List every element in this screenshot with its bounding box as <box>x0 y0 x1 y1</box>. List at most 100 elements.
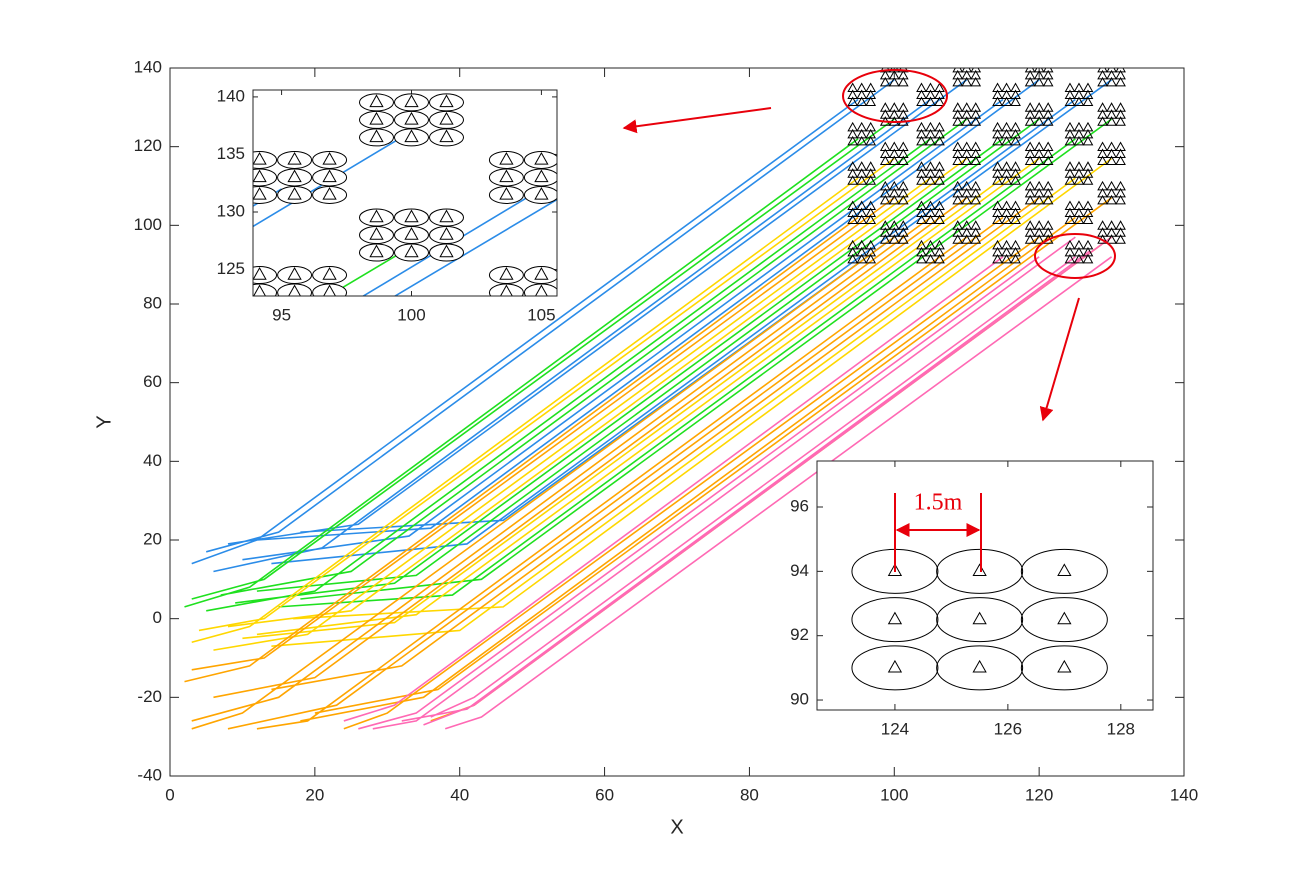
y-tick-label: 20 <box>143 529 162 548</box>
triangle-marker <box>369 226 384 240</box>
triangle-marker <box>1082 253 1094 264</box>
goal-formation <box>1064 161 1094 185</box>
triangle-marker <box>897 76 909 87</box>
triangle-marker <box>369 209 384 223</box>
triangle-marker <box>404 209 419 223</box>
y-tick-label: 140 <box>217 86 245 105</box>
spacing-annotation: 1.5m <box>894 490 982 572</box>
safety-ellipse <box>277 168 313 187</box>
triangle-marker <box>1033 234 1045 244</box>
trajectory <box>343 236 1113 730</box>
triangle-marker <box>847 214 859 225</box>
triangle-marker <box>253 284 267 296</box>
safety-ellipse <box>312 168 348 187</box>
goal-formation <box>1024 180 1054 205</box>
safety-ellipse <box>358 226 394 245</box>
safety-ellipse <box>358 110 394 129</box>
goal-formation <box>879 220 909 244</box>
triangle-marker <box>888 76 900 87</box>
triangle-marker <box>1010 135 1021 146</box>
safety-ellipse <box>393 128 429 147</box>
y-tick-label: 130 <box>217 201 245 220</box>
triangle-marker <box>1010 214 1021 225</box>
trajectory <box>191 157 1113 651</box>
triangle-marker <box>287 151 302 165</box>
triangle-marker <box>287 267 302 280</box>
robot-marker <box>851 597 939 643</box>
triangle-marker <box>1010 175 1021 185</box>
triangle-marker <box>1033 155 1045 166</box>
triangle-marker <box>952 116 964 126</box>
goal-formation <box>879 141 909 166</box>
safety-ellipse <box>428 226 464 245</box>
triangle-marker <box>1064 214 1076 225</box>
triangle-marker <box>856 96 868 107</box>
safety-ellipse <box>312 185 348 204</box>
goal-formation <box>1024 102 1054 126</box>
triangle-marker <box>369 94 384 108</box>
triangle-marker <box>439 209 454 223</box>
triangle-marker <box>404 226 419 240</box>
y-axis-label: Y <box>93 415 115 428</box>
triangle-marker <box>972 659 987 673</box>
goal-formation <box>1097 141 1126 166</box>
plot-area <box>817 461 1153 710</box>
goal-formation <box>847 161 877 185</box>
annotation-text: 1.5m <box>914 490 963 516</box>
triangle-marker <box>865 96 877 107</box>
robot-marker <box>1020 645 1108 691</box>
x-tick-label: 105 <box>527 305 555 324</box>
y-tick-label: -20 <box>137 687 162 706</box>
triangle-marker <box>1033 76 1045 87</box>
triangle-marker <box>887 563 903 577</box>
triangle-marker <box>1024 194 1036 205</box>
triangle-marker <box>934 135 945 146</box>
triangle-marker <box>916 96 927 107</box>
safety-ellipse <box>523 150 557 169</box>
y-tick-label: 60 <box>143 372 162 391</box>
triangle-marker <box>970 194 982 205</box>
triangle-marker <box>961 76 973 87</box>
safety-ellipse <box>851 645 939 691</box>
triangle-marker <box>856 135 868 146</box>
y-tick-label: 92 <box>790 625 809 644</box>
goal-formation <box>992 161 1021 185</box>
triangle-marker <box>253 151 267 165</box>
triangle-marker <box>534 267 549 280</box>
y-tick-label: 120 <box>134 136 162 155</box>
triangle-marker <box>925 175 936 185</box>
x-tick-label: 124 <box>881 719 909 738</box>
triangle-marker <box>1001 214 1012 225</box>
axes-box <box>252 89 558 297</box>
triangle-marker <box>1001 96 1012 107</box>
trajectory <box>184 197 1113 730</box>
triangle-marker <box>1082 214 1094 225</box>
triangle-marker <box>1106 155 1117 166</box>
triangle-marker <box>1024 234 1036 244</box>
safety-ellipse <box>428 93 464 112</box>
triangle-marker <box>322 186 337 200</box>
safety-ellipse <box>312 283 348 296</box>
safety-ellipse <box>393 110 429 129</box>
triangle-marker <box>1064 175 1076 185</box>
triangle-marker <box>322 151 337 165</box>
triangle-marker <box>1097 76 1108 87</box>
triangle-marker <box>439 226 454 240</box>
triangle-marker <box>1001 135 1012 146</box>
x-tick-label: 100 <box>880 785 908 804</box>
triangle-marker <box>970 155 982 166</box>
highlight-ellipse <box>1034 233 1116 279</box>
goal-formation <box>916 239 945 264</box>
goal-formation <box>879 68 909 87</box>
y-tick-label: 80 <box>143 293 162 312</box>
triangle-marker <box>253 186 267 200</box>
triangle-marker <box>879 234 891 244</box>
triangle-marker <box>856 253 868 264</box>
triangle-marker <box>856 214 868 225</box>
safety-ellipse <box>312 150 348 169</box>
y-tick-label: 90 <box>790 690 809 709</box>
goal-formation <box>952 180 982 205</box>
y-tick-label: 140 <box>134 57 162 76</box>
goal-formation <box>1064 82 1094 107</box>
x-tick-label: 20 <box>305 785 324 804</box>
